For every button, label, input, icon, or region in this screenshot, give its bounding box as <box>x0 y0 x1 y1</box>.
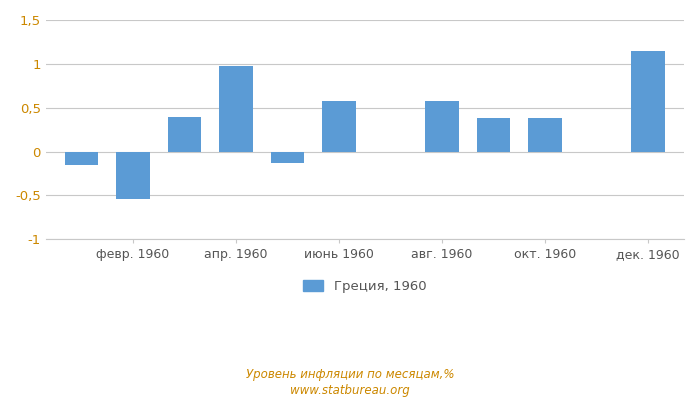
Bar <box>528 118 561 152</box>
Legend: Греция, 1960: Греция, 1960 <box>298 274 431 298</box>
Bar <box>322 101 356 152</box>
Bar <box>477 118 510 152</box>
Text: www.statbureau.org: www.statbureau.org <box>290 384 410 397</box>
Bar <box>168 117 202 152</box>
Bar <box>116 152 150 199</box>
Bar <box>271 152 304 163</box>
Bar <box>65 152 99 165</box>
Bar <box>631 51 664 152</box>
Bar <box>425 101 458 152</box>
Bar <box>219 66 253 152</box>
Text: Уровень инфляции по месяцам,%: Уровень инфляции по месяцам,% <box>246 368 454 381</box>
